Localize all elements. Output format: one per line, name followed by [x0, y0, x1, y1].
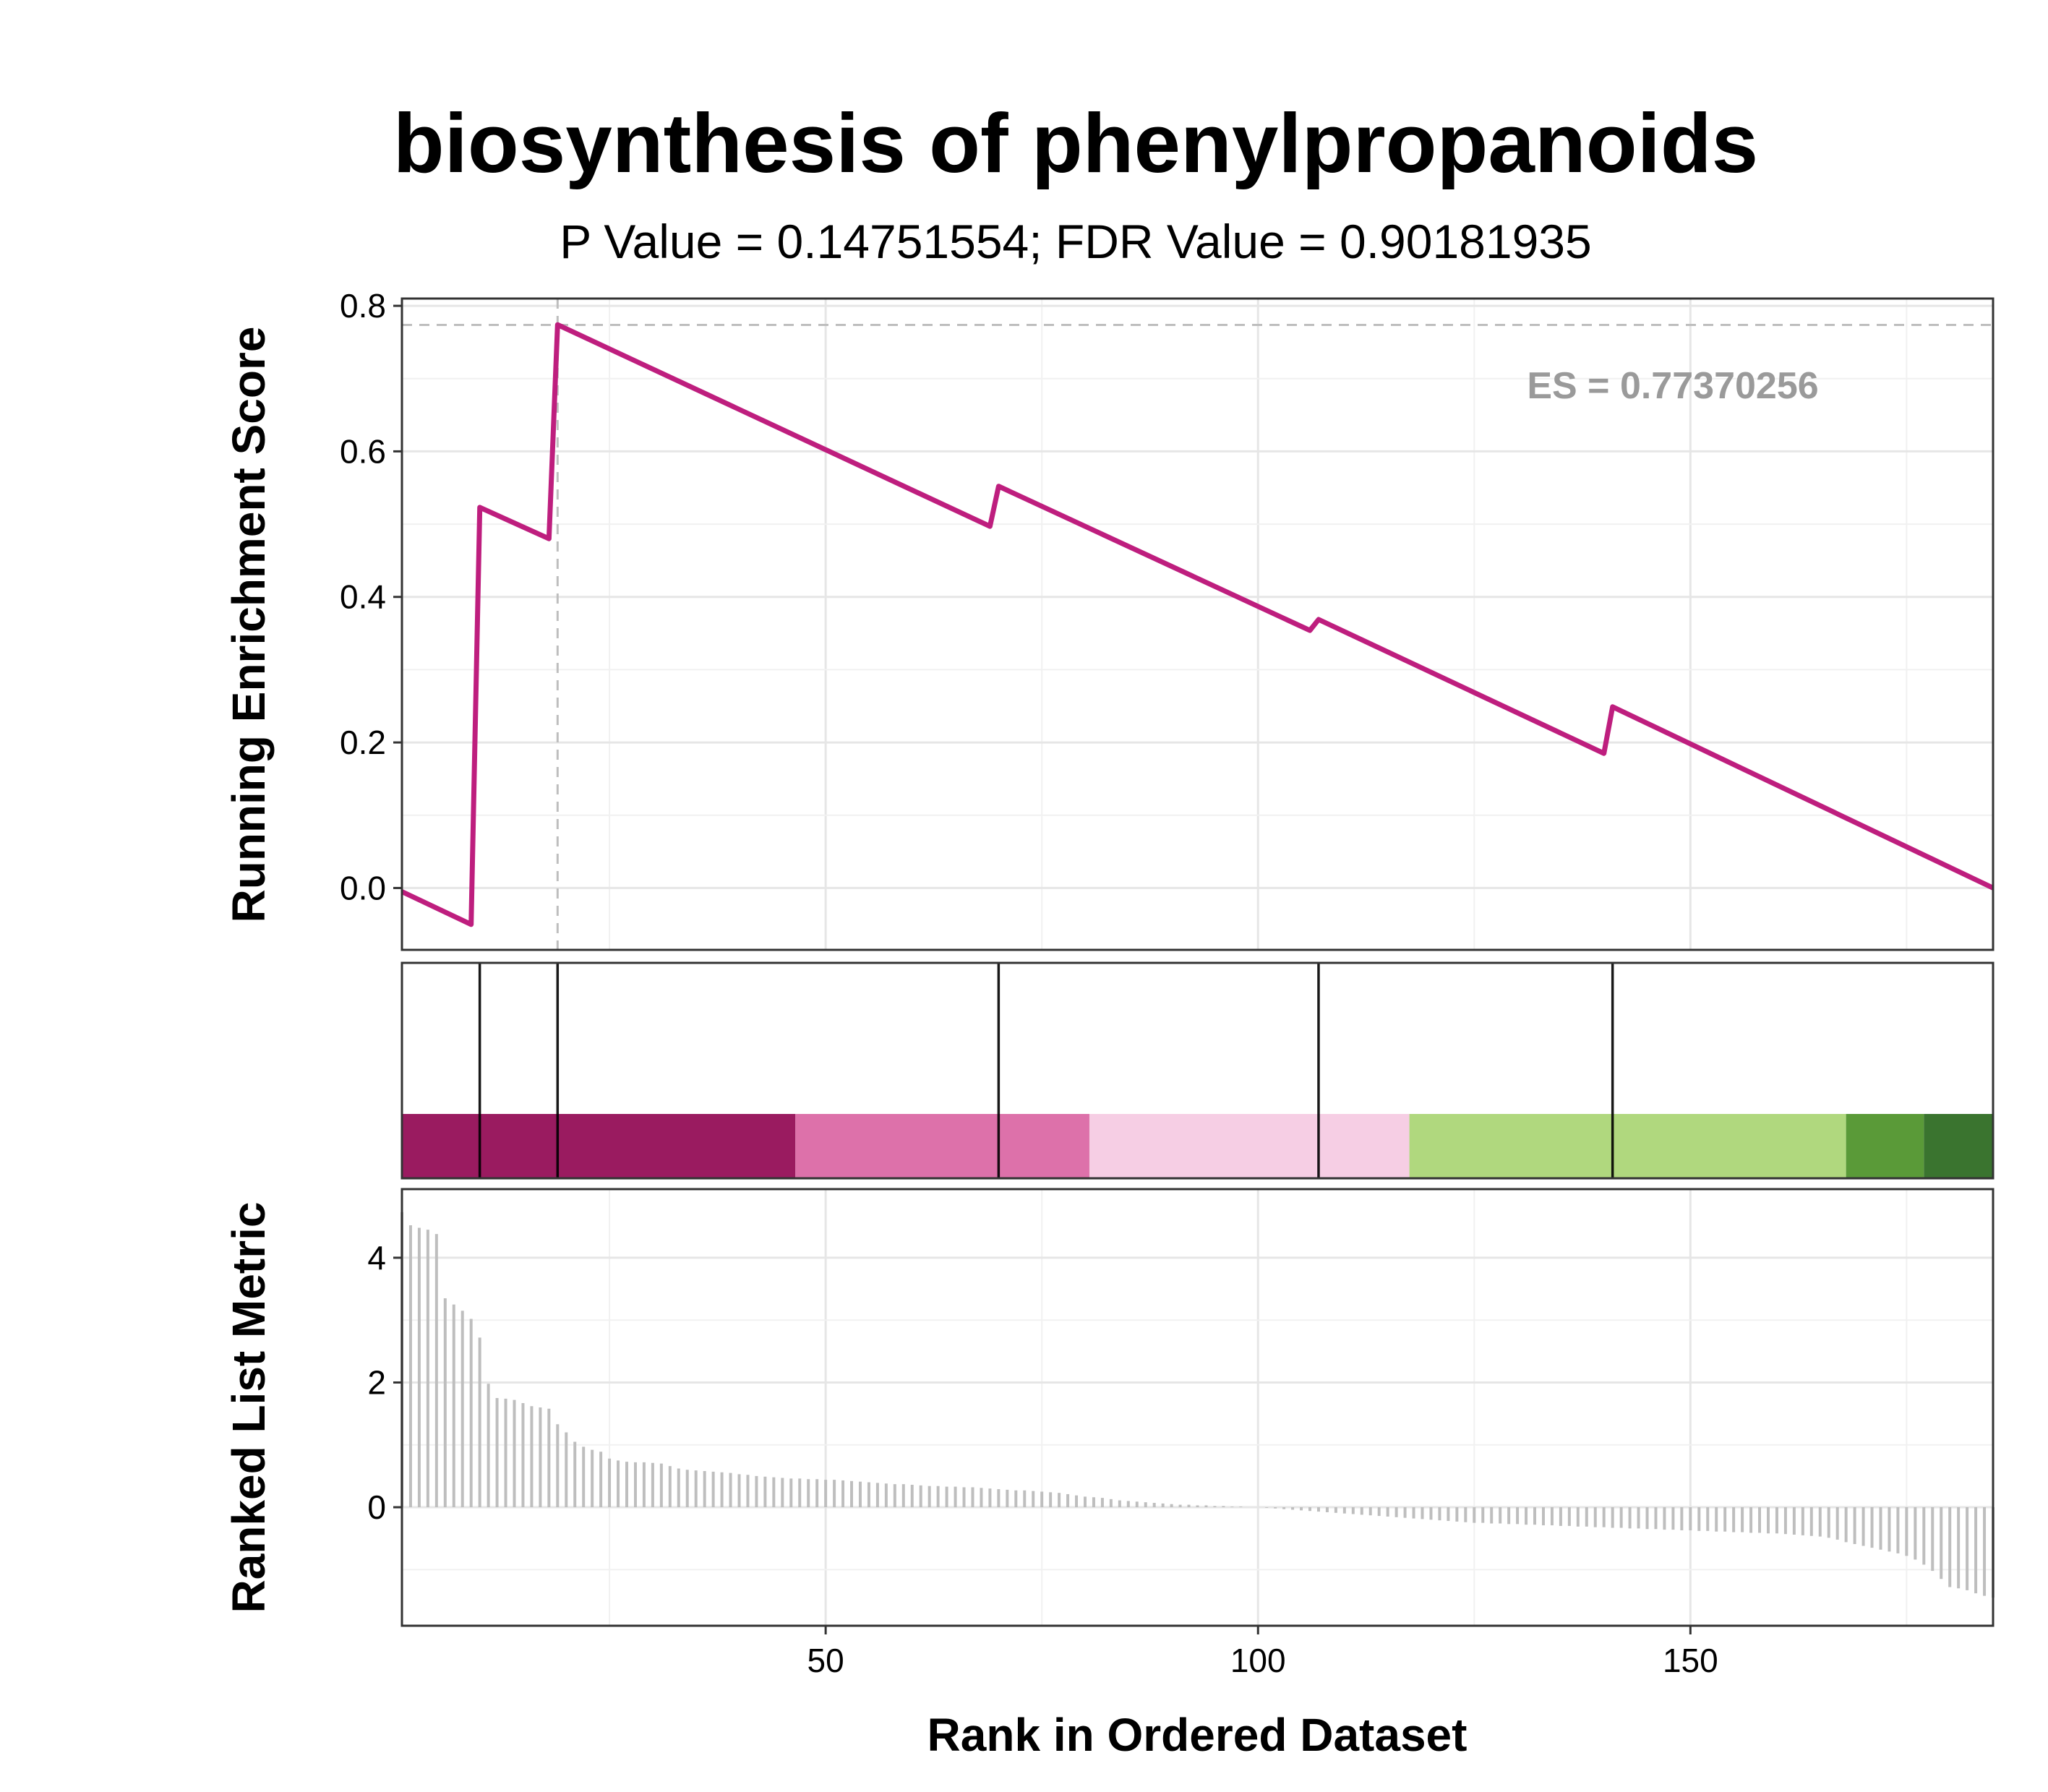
gene-hits-panel — [400, 961, 1995, 1180]
rank-color-band — [795, 1114, 1089, 1178]
metric-gridlines — [402, 1189, 1993, 1626]
es-y-axis-ticks: 0.0 0.2 0.4 0.6 0.8 — [340, 287, 402, 906]
rank-color-bands — [402, 1114, 1993, 1178]
metric-y-tick-label: 2 — [367, 1363, 386, 1401]
rank-color-band — [402, 1114, 796, 1178]
es-y-tick-label: 0.4 — [340, 578, 386, 616]
x-axis-label: Rank in Ordered Dataset — [927, 1709, 1468, 1761]
x-tick-label: 50 — [807, 1642, 844, 1679]
es-y-tick-label: 0.8 — [340, 287, 386, 325]
es-y-axis-label: Running Enrichment Score — [223, 327, 275, 923]
ranked-metric-panel: 0 2 4 Ranked List Metric — [223, 1188, 1995, 1627]
es-reference-lines — [402, 299, 1993, 950]
rank-color-band — [1924, 1114, 1993, 1178]
x-axis-ticks: 50 100 150 — [807, 1626, 1718, 1679]
chart-subtitle: P Value = 0.14751554; FDR Value = 0.9018… — [560, 215, 1591, 268]
hits-panel-border — [400, 961, 1995, 1180]
es-y-tick-label: 0.0 — [340, 869, 386, 906]
x-tick-label: 150 — [1663, 1642, 1718, 1679]
gene-hit-lines — [478, 963, 1614, 1178]
es-panel-border — [400, 297, 1995, 951]
running-es-panel: ES = 0.77370256 0.0 0.2 0.4 0.6 0.8 Running … — [223, 287, 1995, 951]
x-tick-label: 100 — [1230, 1642, 1286, 1679]
chart-title: biosynthesis of phenylpropanoids — [393, 96, 1758, 190]
rank-color-band — [1846, 1114, 1924, 1178]
metric-y-axis-label: Ranked List Metric — [223, 1201, 275, 1613]
metric-panel-border — [400, 1188, 1995, 1627]
running-es-curve — [400, 322, 1995, 927]
es-value-label: ES = 0.77370256 — [1527, 365, 1818, 407]
metric-y-tick-label: 4 — [367, 1239, 386, 1277]
metric-y-tick-label: 0 — [367, 1488, 386, 1526]
metric-y-axis-ticks: 0 2 4 — [367, 1239, 402, 1526]
es-curve-group — [400, 322, 1995, 927]
rank-color-band — [1409, 1114, 1846, 1178]
es-y-tick-label: 0.2 — [340, 724, 386, 761]
es-y-tick-label: 0.6 — [340, 432, 386, 470]
rank-color-band — [1089, 1114, 1410, 1178]
es-gridlines — [402, 299, 1993, 950]
